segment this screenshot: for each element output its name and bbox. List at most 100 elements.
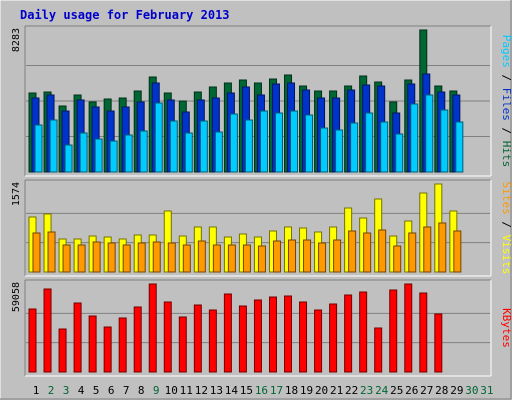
bar bbox=[193, 304, 202, 373]
bar bbox=[163, 301, 172, 373]
bar bbox=[208, 309, 217, 373]
panel-legend: KBytes bbox=[500, 308, 512, 348]
bar bbox=[257, 245, 266, 273]
bar bbox=[393, 245, 402, 273]
day-tick-label: 3 bbox=[63, 384, 70, 397]
legend-separator: / bbox=[500, 215, 512, 235]
legend-entry: KBytes bbox=[500, 308, 512, 348]
day-tick-label: 16 bbox=[255, 384, 268, 397]
bar bbox=[314, 309, 323, 373]
bar bbox=[118, 317, 127, 373]
bar bbox=[242, 244, 251, 273]
bar bbox=[169, 120, 178, 173]
bar bbox=[440, 109, 449, 173]
bar bbox=[259, 110, 268, 173]
bar bbox=[88, 315, 97, 373]
day-tick-label: 2 bbox=[48, 384, 55, 397]
bar bbox=[423, 226, 432, 273]
series-kbytes bbox=[28, 283, 443, 373]
bar bbox=[329, 303, 338, 373]
bar bbox=[197, 240, 206, 273]
bar bbox=[238, 305, 247, 373]
panel-legend: Pages / Files / Hits bbox=[500, 35, 512, 168]
bar bbox=[438, 222, 447, 273]
day-tick-label: 29 bbox=[450, 384, 463, 397]
bar bbox=[455, 121, 464, 173]
bar bbox=[380, 121, 389, 173]
bar bbox=[107, 242, 116, 273]
bar bbox=[92, 241, 101, 273]
panel-max-label: 59058 bbox=[11, 282, 22, 312]
bar bbox=[47, 231, 56, 273]
series-pages bbox=[34, 94, 464, 173]
bar bbox=[199, 120, 208, 173]
bar bbox=[58, 328, 67, 373]
day-tick-label: 13 bbox=[210, 384, 223, 397]
day-tick-label: 10 bbox=[165, 384, 178, 397]
day-tick-label: 22 bbox=[345, 384, 358, 397]
bar bbox=[64, 144, 73, 173]
day-tick-label: 4 bbox=[78, 384, 85, 397]
bar bbox=[212, 244, 221, 273]
day-tick-label: 24 bbox=[375, 384, 389, 397]
bar bbox=[299, 301, 308, 373]
bar bbox=[274, 112, 283, 173]
bar bbox=[178, 316, 187, 373]
panel-max-label: 1574 bbox=[11, 182, 22, 206]
day-tick-label: 18 bbox=[285, 384, 298, 397]
bar bbox=[268, 296, 277, 373]
bar bbox=[227, 244, 236, 273]
bar bbox=[139, 130, 148, 173]
bar bbox=[305, 114, 314, 173]
day-tick-label: 31 bbox=[480, 384, 493, 397]
bar bbox=[73, 302, 82, 373]
legend-separator: / bbox=[500, 68, 512, 88]
bar bbox=[408, 232, 417, 273]
day-tick-label: 11 bbox=[180, 384, 193, 397]
bar bbox=[124, 134, 133, 173]
bar bbox=[335, 129, 344, 173]
day-tick-label: 14 bbox=[225, 384, 239, 397]
day-tick-label: 9 bbox=[153, 384, 160, 397]
chart-title: Daily usage for February 2013 bbox=[20, 8, 230, 22]
bar bbox=[425, 94, 434, 173]
bar bbox=[453, 230, 462, 273]
day-tick-label: 27 bbox=[420, 384, 433, 397]
bar bbox=[344, 294, 353, 373]
bar bbox=[43, 288, 52, 373]
bar bbox=[350, 122, 359, 173]
panel-legend: Sites / Visits bbox=[500, 182, 512, 275]
bar bbox=[378, 229, 387, 273]
day-tick-label: 20 bbox=[315, 384, 328, 397]
day-tick-label: 23 bbox=[360, 384, 373, 397]
bar bbox=[363, 232, 372, 273]
bar bbox=[359, 291, 368, 373]
bar bbox=[419, 292, 428, 373]
bar bbox=[229, 113, 238, 173]
day-tick-label: 6 bbox=[108, 384, 115, 397]
bar bbox=[272, 240, 281, 273]
bar bbox=[152, 241, 161, 273]
bar bbox=[284, 295, 293, 373]
panel-visits-sites: 1574 Sites / Visits bbox=[11, 179, 512, 277]
bar bbox=[333, 239, 342, 273]
bar bbox=[167, 242, 176, 273]
bar bbox=[137, 242, 146, 273]
panel-kbytes: 59058 KBytes bbox=[11, 279, 512, 377]
bar bbox=[122, 244, 131, 273]
bar bbox=[34, 124, 43, 173]
bar bbox=[223, 293, 232, 373]
bar bbox=[79, 132, 88, 173]
bar bbox=[404, 283, 413, 373]
bar bbox=[214, 131, 223, 173]
bar bbox=[32, 232, 41, 273]
day-tick-label: 21 bbox=[330, 384, 343, 397]
day-tick-label: 19 bbox=[300, 384, 313, 397]
bar bbox=[244, 119, 253, 173]
bar bbox=[182, 244, 191, 273]
panel-max-label: 8283 bbox=[11, 28, 22, 52]
bar bbox=[133, 306, 142, 373]
bar bbox=[389, 289, 398, 373]
bar bbox=[62, 244, 71, 273]
